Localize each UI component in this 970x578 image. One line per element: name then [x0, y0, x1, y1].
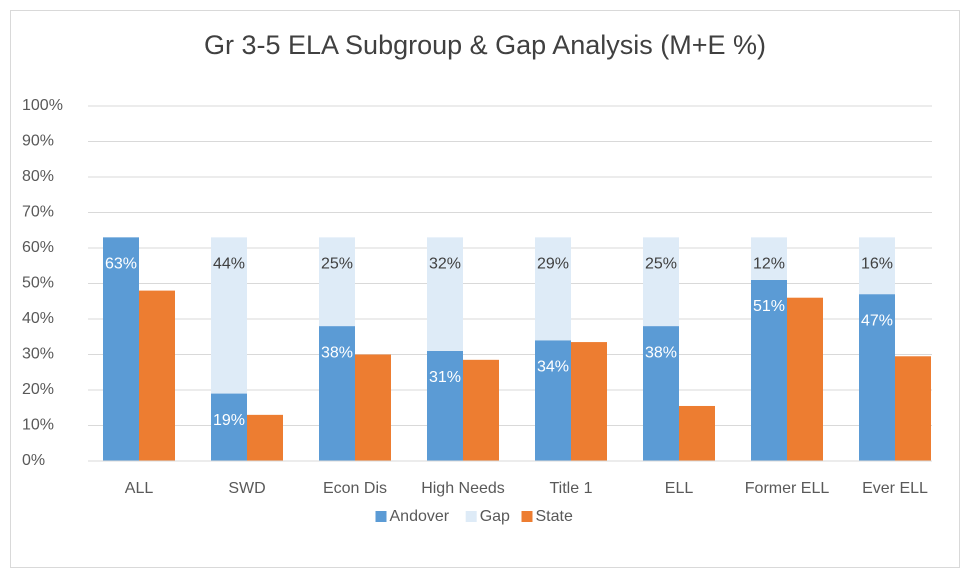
- bar: [463, 359, 499, 461]
- legend-swatch: [521, 511, 533, 522]
- bar: [427, 237, 463, 351]
- legend-label: State: [536, 508, 573, 525]
- y-tick-label: 0%: [22, 452, 45, 469]
- x-tick-label: Former ELL: [745, 480, 830, 497]
- bar: [139, 290, 175, 461]
- data-label: 34%: [537, 359, 569, 376]
- bar: [859, 237, 895, 295]
- data-label: 32%: [429, 256, 461, 273]
- bar: [319, 326, 355, 461]
- data-label: 31%: [429, 369, 461, 386]
- y-tick-label: 30%: [22, 346, 54, 363]
- bar: [355, 354, 391, 461]
- data-label: 19%: [213, 412, 245, 429]
- bar: [679, 405, 715, 461]
- chart-border: [10, 10, 960, 568]
- bar: [751, 237, 787, 280]
- data-label: 38%: [645, 344, 677, 361]
- bar: [247, 414, 283, 461]
- bar: [643, 237, 679, 327]
- data-label: 38%: [321, 344, 353, 361]
- x-tick-label: ELL: [665, 480, 694, 497]
- legend-label: Andover: [390, 508, 450, 525]
- legend-label: Gap: [480, 508, 510, 525]
- x-tick-label: Ever ELL: [862, 480, 928, 497]
- bar: [751, 279, 787, 461]
- bar: [787, 297, 823, 461]
- legend-swatch: [465, 511, 477, 522]
- y-tick-label: 70%: [22, 204, 54, 221]
- data-label: 25%: [321, 256, 353, 273]
- bar: [535, 237, 571, 341]
- y-tick-label: 10%: [22, 417, 54, 434]
- y-tick-label: 90%: [22, 133, 54, 150]
- y-tick-label: 100%: [22, 97, 63, 114]
- y-tick-label: 80%: [22, 168, 54, 185]
- bar: [535, 340, 571, 461]
- data-label: 25%: [645, 256, 677, 273]
- chart-title: Gr 3-5 ELA Subgroup & Gap Analysis (M+E …: [204, 30, 766, 60]
- bar: [211, 393, 247, 461]
- data-label: 16%: [861, 256, 893, 273]
- legend-swatch: [375, 511, 387, 522]
- data-label: 47%: [861, 312, 893, 329]
- y-tick-label: 50%: [22, 275, 54, 292]
- x-tick-label: High Needs: [421, 480, 505, 497]
- bar: [895, 356, 931, 461]
- bar: [643, 326, 679, 461]
- data-label: 29%: [537, 256, 569, 273]
- x-tick-label: Title 1: [550, 480, 593, 497]
- data-label: 63%: [105, 256, 137, 273]
- bar: [319, 237, 355, 327]
- x-tick-label: SWD: [228, 480, 265, 497]
- y-tick-label: 20%: [22, 381, 54, 398]
- bar: [571, 342, 607, 461]
- y-tick-label: 40%: [22, 310, 54, 327]
- x-tick-label: ALL: [125, 480, 154, 497]
- bar: [427, 350, 463, 461]
- y-tick-label: 60%: [22, 239, 54, 256]
- bar: [103, 237, 139, 461]
- x-tick-label: Econ Dis: [323, 480, 387, 497]
- data-label: 44%: [213, 256, 245, 273]
- data-label: 12%: [753, 256, 785, 273]
- bar: [859, 294, 895, 461]
- bar: [211, 237, 247, 394]
- data-label: 51%: [753, 298, 785, 315]
